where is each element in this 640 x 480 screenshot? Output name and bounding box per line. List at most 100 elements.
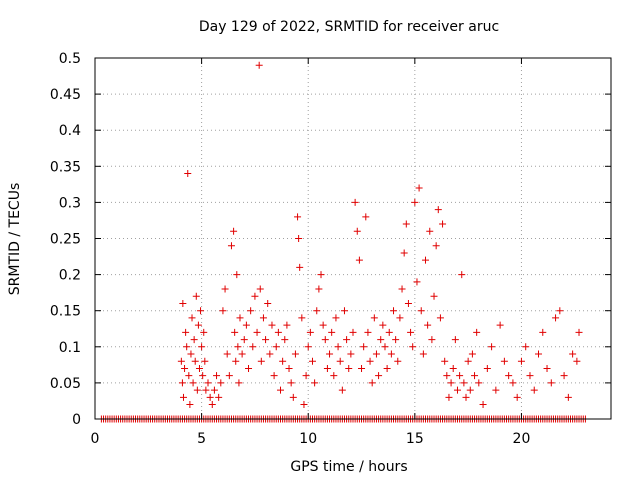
data-point: [334, 343, 342, 351]
data-point: [564, 393, 572, 401]
axis-ticks: [94, 57, 611, 420]
data-point: [191, 357, 199, 365]
data-point: [219, 307, 227, 315]
data-point: [200, 328, 208, 336]
data-point: [201, 357, 209, 365]
data-point: [302, 372, 310, 380]
data-point: [426, 227, 434, 235]
data-point: [221, 285, 229, 293]
data-point: [360, 343, 368, 351]
data-point: [183, 343, 191, 351]
data-point: [509, 379, 517, 387]
data-point: [496, 321, 504, 329]
data-point: [362, 213, 370, 221]
data-point: [317, 271, 325, 279]
data-point: [370, 314, 378, 322]
data-point: [396, 314, 404, 322]
data-point: [447, 379, 455, 387]
data-point: [517, 357, 525, 365]
data-point: [240, 336, 248, 344]
data-point: [419, 350, 427, 358]
data-point: [326, 350, 334, 358]
data-point: [349, 328, 357, 336]
data-point: [217, 379, 225, 387]
data-point: [181, 364, 189, 372]
data-point: [188, 314, 196, 322]
data-point: [332, 314, 340, 322]
data-point: [215, 393, 223, 401]
grid-lines: [95, 58, 611, 419]
data-point: [298, 314, 306, 322]
data-points: [97, 61, 589, 423]
data-point: [430, 292, 438, 300]
data-point: [409, 343, 417, 351]
data-point: [179, 299, 187, 307]
data-point: [436, 314, 444, 322]
data-point: [262, 336, 270, 344]
data-point: [383, 364, 391, 372]
data-point: [234, 343, 242, 351]
data-point: [456, 372, 464, 380]
data-point: [449, 364, 457, 372]
data-point: [424, 321, 432, 329]
y-tick-label: 0: [72, 412, 81, 428]
data-point: [522, 343, 530, 351]
data-point: [513, 393, 521, 401]
data-point: [338, 386, 346, 394]
data-point: [238, 350, 246, 358]
x-tick-label: 5: [197, 431, 206, 447]
data-point: [526, 372, 534, 380]
data-point: [189, 379, 197, 387]
data-point: [272, 343, 280, 351]
data-point: [195, 364, 203, 372]
x-tick-label: 15: [406, 431, 424, 447]
data-point: [268, 321, 276, 329]
data-point: [186, 401, 194, 409]
y-tick-label: 0.15: [50, 304, 81, 320]
data-point: [257, 357, 265, 365]
data-point: [202, 386, 210, 394]
data-point: [345, 364, 353, 372]
y-tick-label: 0.05: [50, 376, 81, 392]
data-point: [547, 379, 555, 387]
y-tick-label: 0.2: [59, 268, 81, 284]
data-point: [249, 343, 257, 351]
axis-tick-labels: 0 0.05 0.1 0.15 0.2 0.25 0.3 0.35 0.4 0.45 0.5 0 5 10…: [50, 51, 531, 447]
data-point: [274, 328, 282, 336]
data-point: [281, 336, 289, 344]
data-point: [187, 350, 195, 358]
data-point: [304, 343, 312, 351]
data-point: [256, 285, 264, 293]
data-point: [458, 271, 466, 279]
data-point: [460, 379, 468, 387]
data-point: [287, 379, 295, 387]
data-point: [197, 307, 205, 315]
data-point: [407, 328, 415, 336]
data-point: [475, 379, 483, 387]
data-point: [270, 372, 278, 380]
data-point: [379, 321, 387, 329]
data-point: [308, 357, 316, 365]
data-point: [530, 386, 538, 394]
data-point: [319, 321, 327, 329]
y-tick-label: 0.25: [50, 232, 81, 248]
data-point: [266, 350, 274, 358]
data-point: [505, 372, 513, 380]
data-point: [439, 220, 447, 228]
y-tick-label: 0.35: [50, 159, 81, 175]
data-point: [185, 372, 193, 380]
data-point: [247, 307, 255, 315]
data-point: [295, 235, 303, 242]
data-point: [453, 386, 461, 394]
y-tick-label: 0.45: [50, 87, 81, 103]
data-point: [223, 350, 231, 358]
y-tick-label: 0.4: [59, 123, 81, 139]
data-point: [199, 372, 207, 380]
x-tick-label: 20: [513, 431, 531, 447]
data-point: [182, 328, 190, 336]
data-point: [421, 256, 429, 264]
data-point: [253, 328, 261, 336]
y-tick-label: 0.3: [59, 195, 81, 211]
data-point: [315, 285, 323, 293]
